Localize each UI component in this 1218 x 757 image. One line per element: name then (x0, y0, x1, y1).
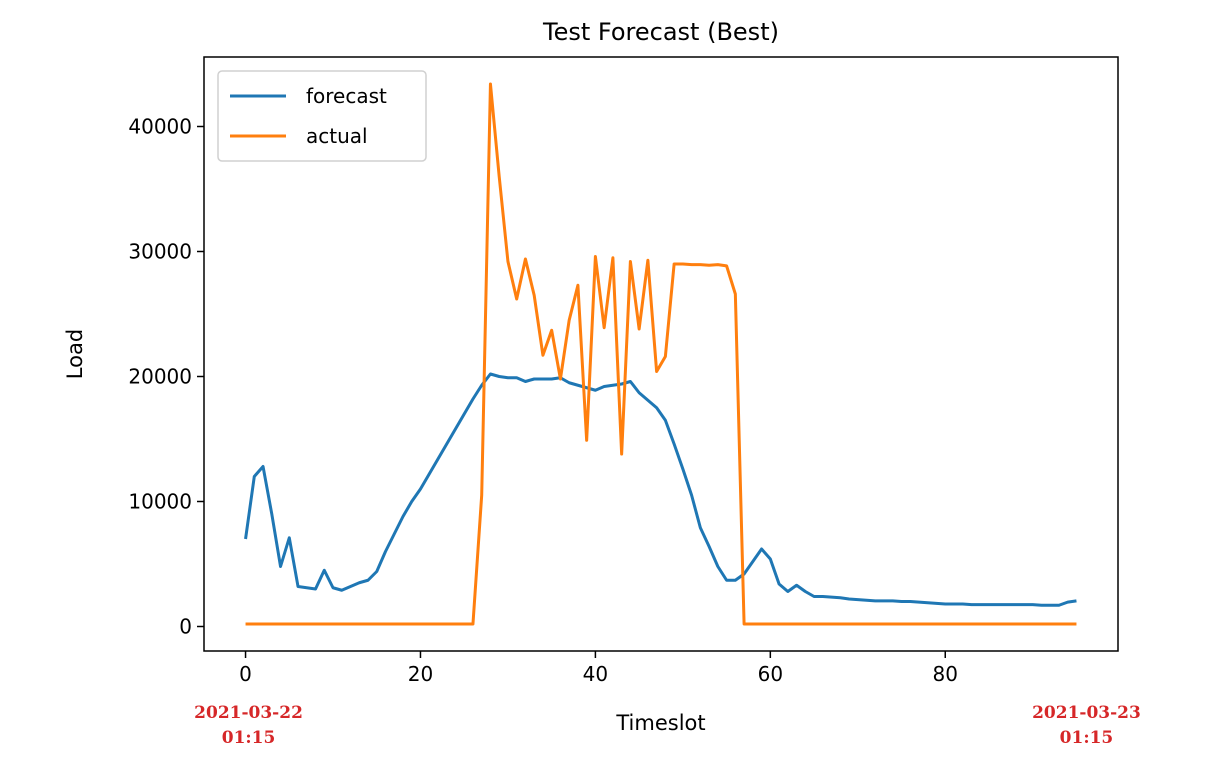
legend-label: actual (306, 124, 368, 148)
annotation: 2021-03-23 (1032, 703, 1141, 723)
legend-box (217, 70, 427, 162)
y-tick-label: 0 (179, 615, 192, 639)
x-tick-label: 60 (758, 662, 783, 686)
legend: forecast actual (217, 70, 427, 162)
annotation: 01:15 (1060, 728, 1114, 748)
y-tick-label: 10000 (128, 490, 192, 514)
x-tick-label: 20 (408, 662, 433, 686)
x-tick-label: 40 (583, 662, 608, 686)
annotation: 01:15 (222, 728, 276, 748)
chart-title: Test Forecast (Best) (542, 18, 779, 46)
y-axis-label: Load (63, 329, 87, 379)
series-line (245, 82, 1077, 626)
y-tick-label: 20000 (128, 365, 192, 389)
x-tick-label: 0 (239, 662, 252, 686)
x-axis-label: Timeslot (615, 711, 705, 735)
legend-label: forecast (306, 84, 387, 108)
y-tick-label: 30000 (128, 240, 192, 264)
series-line (244, 372, 1077, 607)
x-tick-label: 80 (933, 662, 958, 686)
y-tick-label: 40000 (128, 115, 192, 139)
plot-frame (203, 56, 1119, 652)
annotation: 2021-03-22 (194, 703, 303, 723)
